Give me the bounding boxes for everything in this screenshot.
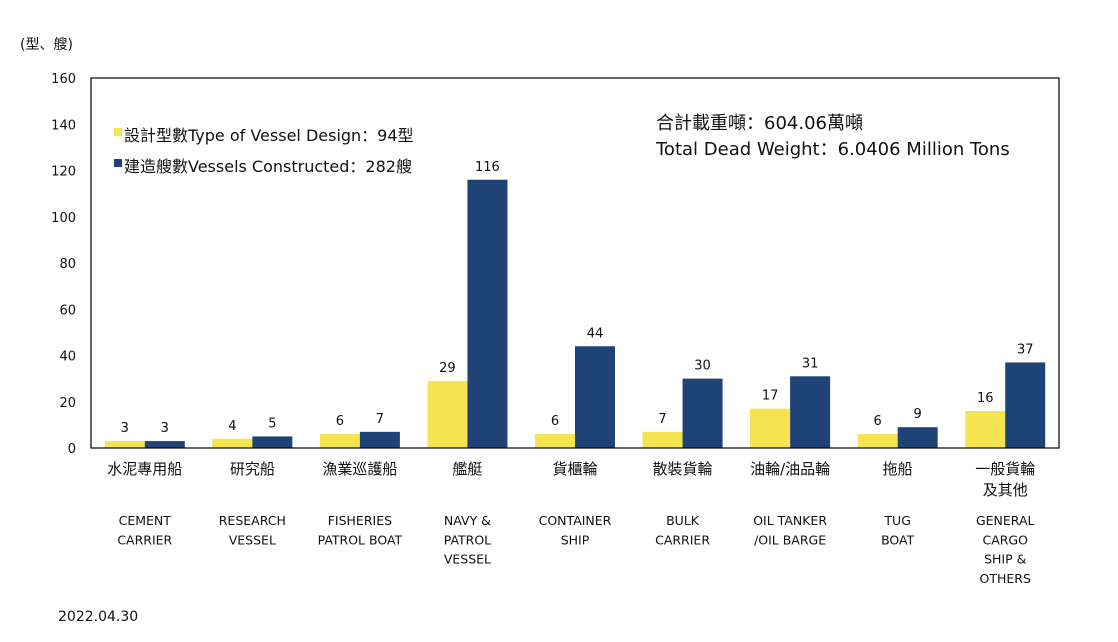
category-label-en: VESSEL [444,552,491,567]
category-label-zh: 及其他 [983,481,1028,499]
category-label-en: /OIL BARGE [754,532,826,547]
category-label-en: CARRIER [655,532,710,547]
data-label: 44 [587,326,604,341]
bar-constructed [252,436,293,448]
category-label-en: PATROL [444,532,491,547]
y-axis-unit-label: (型、艘) [20,37,73,53]
data-label: 3 [121,421,129,436]
plot-area-frame [90,77,1060,449]
bar-constructed [1005,362,1046,448]
y-tick-label: 100 [51,211,76,226]
category-label-zh: 散裝貨輪 [653,460,713,478]
category-label-zh: 拖船 [883,460,913,478]
total-dead-weight-annotation: 合計載重噸：604.06萬噸 Total Dead Weight：6.0406 … [655,113,1010,160]
bar-design [857,434,898,448]
category-label-en: PATROL BOAT [318,532,403,547]
data-label: 3 [161,421,169,436]
legend-swatch-design [114,128,122,136]
data-label: 116 [475,160,500,175]
category-label-en: CEMENT [119,513,172,528]
data-labels: 3 4 6 29 6 7 17 6 16 3 5 7 116 44 30 31 9 37 [121,160,1034,436]
y-tick-label: 160 [51,72,76,87]
category-label-en: CARRIER [117,532,172,547]
data-label: 7 [376,412,384,427]
category-label-en: BOAT [881,532,915,547]
bar-design [750,408,791,448]
category-label-en: GENERAL [976,513,1035,528]
data-label: 6 [336,414,344,429]
data-label: 29 [439,361,456,376]
category-labels-en: CEMENT CARRIER RESEARCH VESSEL FISHERIES PATR… [117,513,1034,586]
annotation-line-en: Total Dead Weight：6.0406 Million Tons [655,139,1010,160]
y-tick-label: 80 [59,257,76,272]
category-label-zh: 一般貨輪 [975,460,1035,478]
category-label-en: NAVY & [444,513,491,528]
bar-design [427,380,468,448]
data-label: 4 [228,419,236,434]
bar-design [104,441,145,448]
data-label: 31 [802,356,819,371]
data-label: 37 [1017,342,1034,357]
y-tick-label: 120 [51,165,76,180]
category-label-en: RESEARCH [219,513,286,528]
category-label-zh: 漁業巡護船 [322,460,397,478]
bar-constructed [682,378,723,448]
data-label: 6 [551,414,559,429]
bar-constructed [790,376,831,448]
category-label-en: SHIP & [984,552,1027,567]
category-label-en: SHIP [561,532,590,547]
data-label: 17 [762,389,779,404]
legend-label-constructed: 建造艘數Vessels Constructed：282艘 [124,157,412,176]
category-label-en: BULK [666,513,700,528]
y-tick-label: 60 [59,303,76,318]
category-label-en: CONTAINER [539,513,612,528]
y-tick-label: 40 [59,350,76,365]
y-tick-label: 140 [51,118,76,133]
annotation-line-zh: 合計載重噸：604.06萬噸 [656,113,863,134]
category-label-en: OTHERS [980,571,1031,586]
y-axis-ticks: 0 20 40 60 80 100 120 140 160 [51,72,76,457]
bar-constructed [575,346,615,448]
legend-label-design: 設計型數Type of Vessel Design：94型 [124,126,414,145]
bar-constructed [467,179,508,448]
bar-constructed [144,441,185,448]
bar-series [104,179,1046,448]
bar-constructed [897,427,938,448]
category-label-en: CARGO [982,532,1028,547]
category-label-en: FISHERIES [328,513,392,528]
category-label-zh: 艦艇 [452,460,482,478]
bar-design [319,434,360,448]
data-label: 7 [658,412,666,427]
category-label-zh: 油輪/油品輪 [750,460,830,478]
category-label-zh: 研究船 [230,460,275,478]
y-tick-label: 0 [68,442,76,457]
bar-design [965,411,1006,448]
data-label: 5 [268,416,276,431]
legend: 設計型數Type of Vessel Design：94型 建造艘數Vessel… [114,126,414,176]
category-label-zh: 貨櫃輪 [552,460,597,478]
data-label: 16 [977,391,994,406]
legend-swatch-constructed [114,159,122,167]
category-label-en: VESSEL [229,532,276,547]
y-tick-label: 20 [59,396,76,411]
bar-constructed [359,431,400,448]
footer-date: 2022.04.30 [58,609,138,625]
data-label: 6 [874,414,882,429]
bar-design [535,434,575,448]
bar-design [212,438,253,448]
category-label-zh: 水泥專用船 [107,460,182,478]
category-label-en: OIL TANKER [753,513,827,528]
bar-design [642,431,683,448]
category-label-en: TUG [883,513,910,528]
data-label: 30 [694,359,711,374]
data-label: 9 [914,407,922,422]
